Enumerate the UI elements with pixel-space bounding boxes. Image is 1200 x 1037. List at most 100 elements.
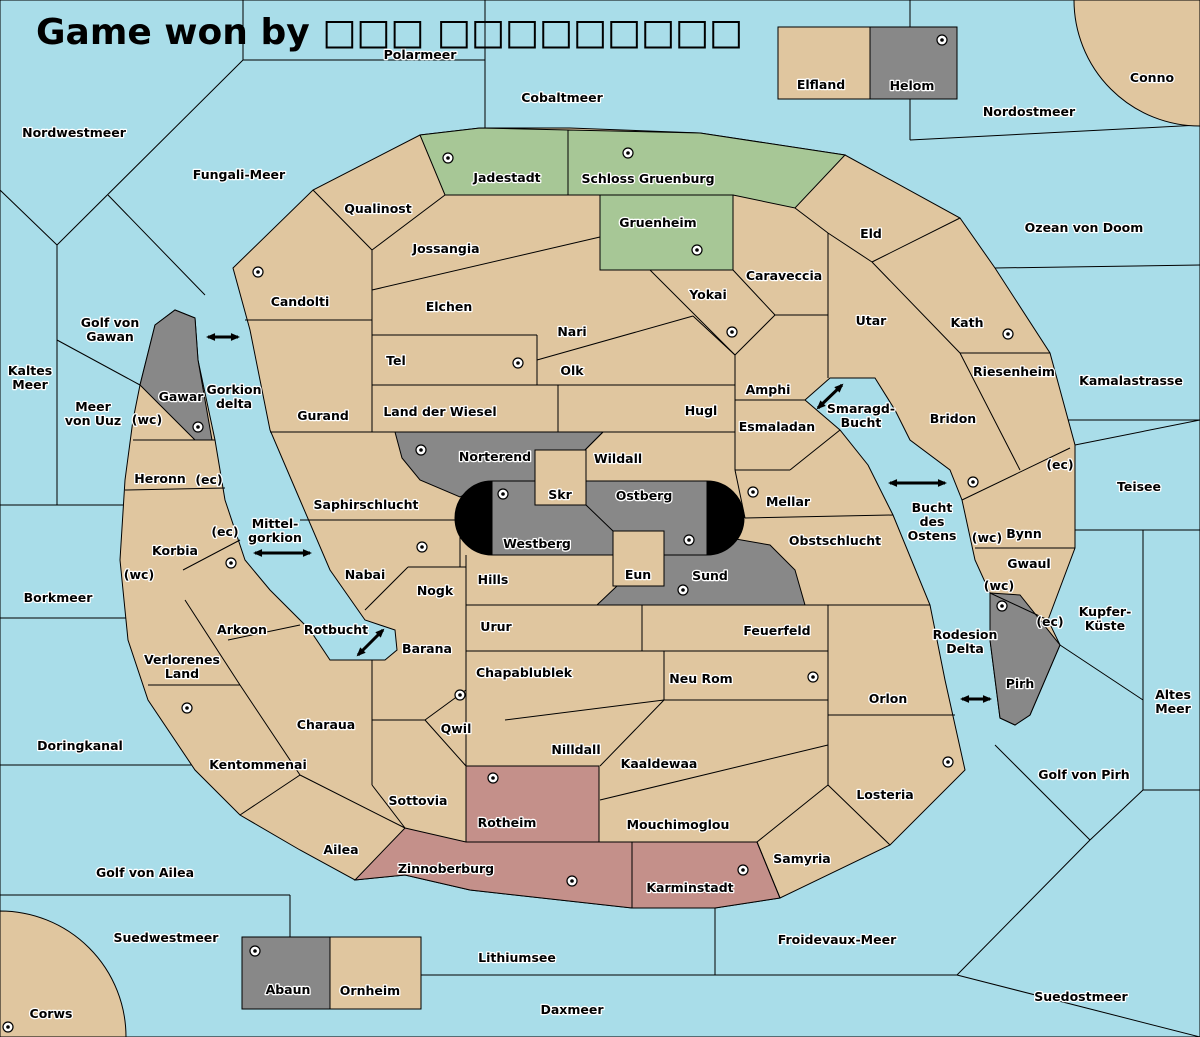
territory-label: Rotheim: [478, 815, 537, 830]
sea-border: [909, 124, 1200, 141]
supply-center-icon: [566, 875, 578, 887]
land-border: [312, 189, 373, 251]
territory-gruenheim[interactable]: [599, 194, 734, 271]
sea-border: [956, 839, 1091, 976]
territory-pirh[interactable]: [989, 592, 1061, 726]
territory-label: Candolti: [271, 294, 330, 309]
land-border: [827, 232, 873, 263]
supply-center-icon: [416, 541, 428, 553]
territory-label: Qualinost: [344, 201, 411, 216]
territory-label: Nabai: [345, 567, 386, 582]
territory-label: Altes Meer: [1155, 687, 1192, 716]
land-border: [827, 784, 891, 846]
territory-label: Zinnoberburg: [398, 861, 494, 876]
land-border: [299, 774, 406, 829]
land-border: [734, 314, 776, 356]
supply-center-icon: [497, 488, 509, 500]
double-arrow-icon: [816, 383, 844, 410]
land-border: [239, 684, 301, 776]
territory-gawar[interactable]: [139, 309, 213, 441]
double-arrow-icon: [356, 628, 385, 657]
territory-label: Gorkion delta: [206, 382, 261, 411]
territory-label: (ec): [195, 472, 222, 487]
territory-east-cap[interactable]: [706, 480, 745, 556]
territory-conno[interactable]: [1073, 0, 1200, 127]
territory-rotheim[interactable]: [465, 765, 600, 843]
territory-label: Fungali-Meer: [193, 167, 286, 182]
territory-corws[interactable]: [0, 910, 127, 1037]
land-border: [961, 447, 1071, 501]
territory-label: Kamalastrasse: [1079, 373, 1183, 388]
land-border: [959, 352, 1021, 471]
land-border: [692, 315, 736, 356]
territory-label: Land der Wiesel: [383, 404, 496, 419]
land-border: [371, 236, 601, 291]
territory-label: Norterend: [459, 449, 531, 464]
territory-label: Ornheim: [340, 983, 400, 998]
double-arrow-icon: [206, 333, 240, 341]
territory-label: Elfland: [797, 77, 845, 92]
land-border: [871, 261, 961, 354]
supply-center-icon: [677, 584, 689, 596]
territory-label: (wc): [124, 567, 154, 582]
territory-label: Kaaldewaa: [621, 756, 698, 771]
territory-label: Borkmeer: [24, 590, 94, 605]
land-border: [364, 566, 409, 611]
territory-label: Gwaul: [1007, 556, 1050, 571]
territory-label: Feuerfeld: [743, 623, 810, 638]
supply-center-icon: [415, 444, 427, 456]
land-border: [371, 784, 406, 829]
territory-elfland[interactable]: [777, 26, 871, 100]
territory-label: Smaragd-Bucht: [827, 401, 895, 430]
territory-karminstadt[interactable]: [631, 841, 781, 909]
territory-label: Polarmeer: [384, 47, 458, 62]
land-border: [504, 699, 665, 721]
territory-label: Utar: [856, 313, 888, 328]
sea-border: [956, 974, 1200, 1037]
double-arrow-icon: [960, 695, 992, 703]
territory-label: Doringkanal: [37, 738, 123, 753]
territory-label: Eun: [625, 567, 651, 582]
territory-label: Hills: [478, 572, 509, 587]
territory-label: Froidevaux-Meer: [778, 932, 897, 947]
territory-label: (ec): [211, 524, 238, 539]
territory-label: Orlon: [869, 691, 908, 706]
territory-west-cap[interactable]: [454, 480, 493, 556]
territory-label: Gurand: [297, 408, 349, 423]
territory-label: Nari: [557, 324, 586, 339]
territory-label: Lithiumsee: [478, 950, 556, 965]
territory-label: Nordostmeer: [983, 104, 1076, 119]
territory-label: Teisee: [1117, 479, 1161, 494]
territory-label: Gawar: [159, 389, 205, 404]
territory-skr[interactable]: [534, 449, 587, 506]
sea-border: [994, 264, 1200, 269]
territory-label: Olk: [560, 363, 584, 378]
land-border: [599, 699, 665, 767]
territory-label: Sottovia: [389, 793, 448, 808]
territory-label: Bucht des Ostens: [908, 500, 957, 543]
territory-label: Corws: [30, 1006, 73, 1021]
sea-border: [1074, 419, 1200, 446]
territory-eun[interactable]: [612, 530, 665, 587]
land-border: [794, 207, 829, 234]
territory-label: Bynn: [1006, 526, 1041, 541]
territory-label: Riesenheim: [973, 364, 1055, 379]
territory-label: Ostberg: [616, 488, 673, 503]
territory-zinnoberburg[interactable]: [353, 827, 633, 909]
supply-center-icon: [726, 326, 738, 338]
land-border: [536, 315, 694, 361]
territory-label: Caraveccia: [746, 268, 822, 283]
double-arrow-icon: [253, 549, 312, 557]
territory-label: Esmaladan: [739, 419, 815, 434]
territory-ornheim[interactable]: [329, 936, 422, 1010]
sea-border: [56, 339, 141, 386]
double-arrow-icon: [888, 479, 947, 487]
land-border: [184, 599, 241, 686]
territory-label: Saphirschlucht: [314, 497, 419, 512]
land-border: [789, 429, 841, 471]
supply-center-icon: [512, 357, 524, 369]
supply-center-icon: [936, 34, 948, 46]
game-title: Game won by □□□ □□□□□□□□□: [36, 12, 743, 53]
